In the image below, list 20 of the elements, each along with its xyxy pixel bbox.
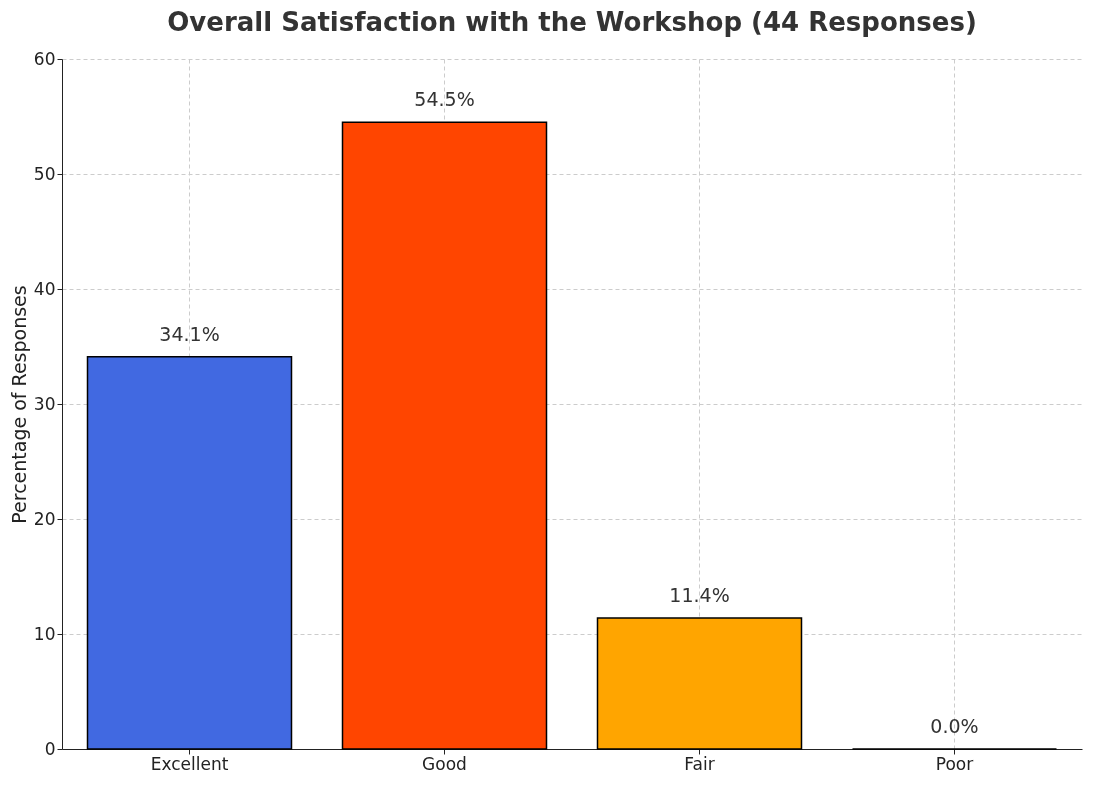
x-tick-label: Good — [422, 753, 467, 774]
y-tick-label: 60 — [33, 48, 56, 69]
y-tick-label: 40 — [33, 278, 56, 299]
x-tick-label: Fair — [684, 753, 715, 774]
y-tick-label: 50 — [33, 163, 56, 184]
x-tick-label: Excellent — [150, 753, 229, 774]
bar — [596, 617, 803, 750]
y-tick-label: 0 — [44, 738, 56, 759]
y-axis-title: Percentage of Responses — [7, 285, 30, 524]
bar — [341, 121, 548, 750]
y-tick-label: 30 — [33, 393, 56, 414]
y-tick-label: 10 — [33, 623, 56, 644]
data-label: 34.1% — [159, 322, 220, 345]
data-label: 11.4% — [669, 583, 730, 606]
chart-title: Overall Satisfaction with the Workshop (44 Responses) — [167, 7, 977, 37]
x-tick-label: Poor — [935, 753, 974, 774]
y-tick-label: 20 — [33, 508, 56, 529]
bar — [86, 356, 293, 750]
data-label: 0.0% — [930, 715, 979, 737]
data-label: 54.5% — [414, 88, 475, 111]
